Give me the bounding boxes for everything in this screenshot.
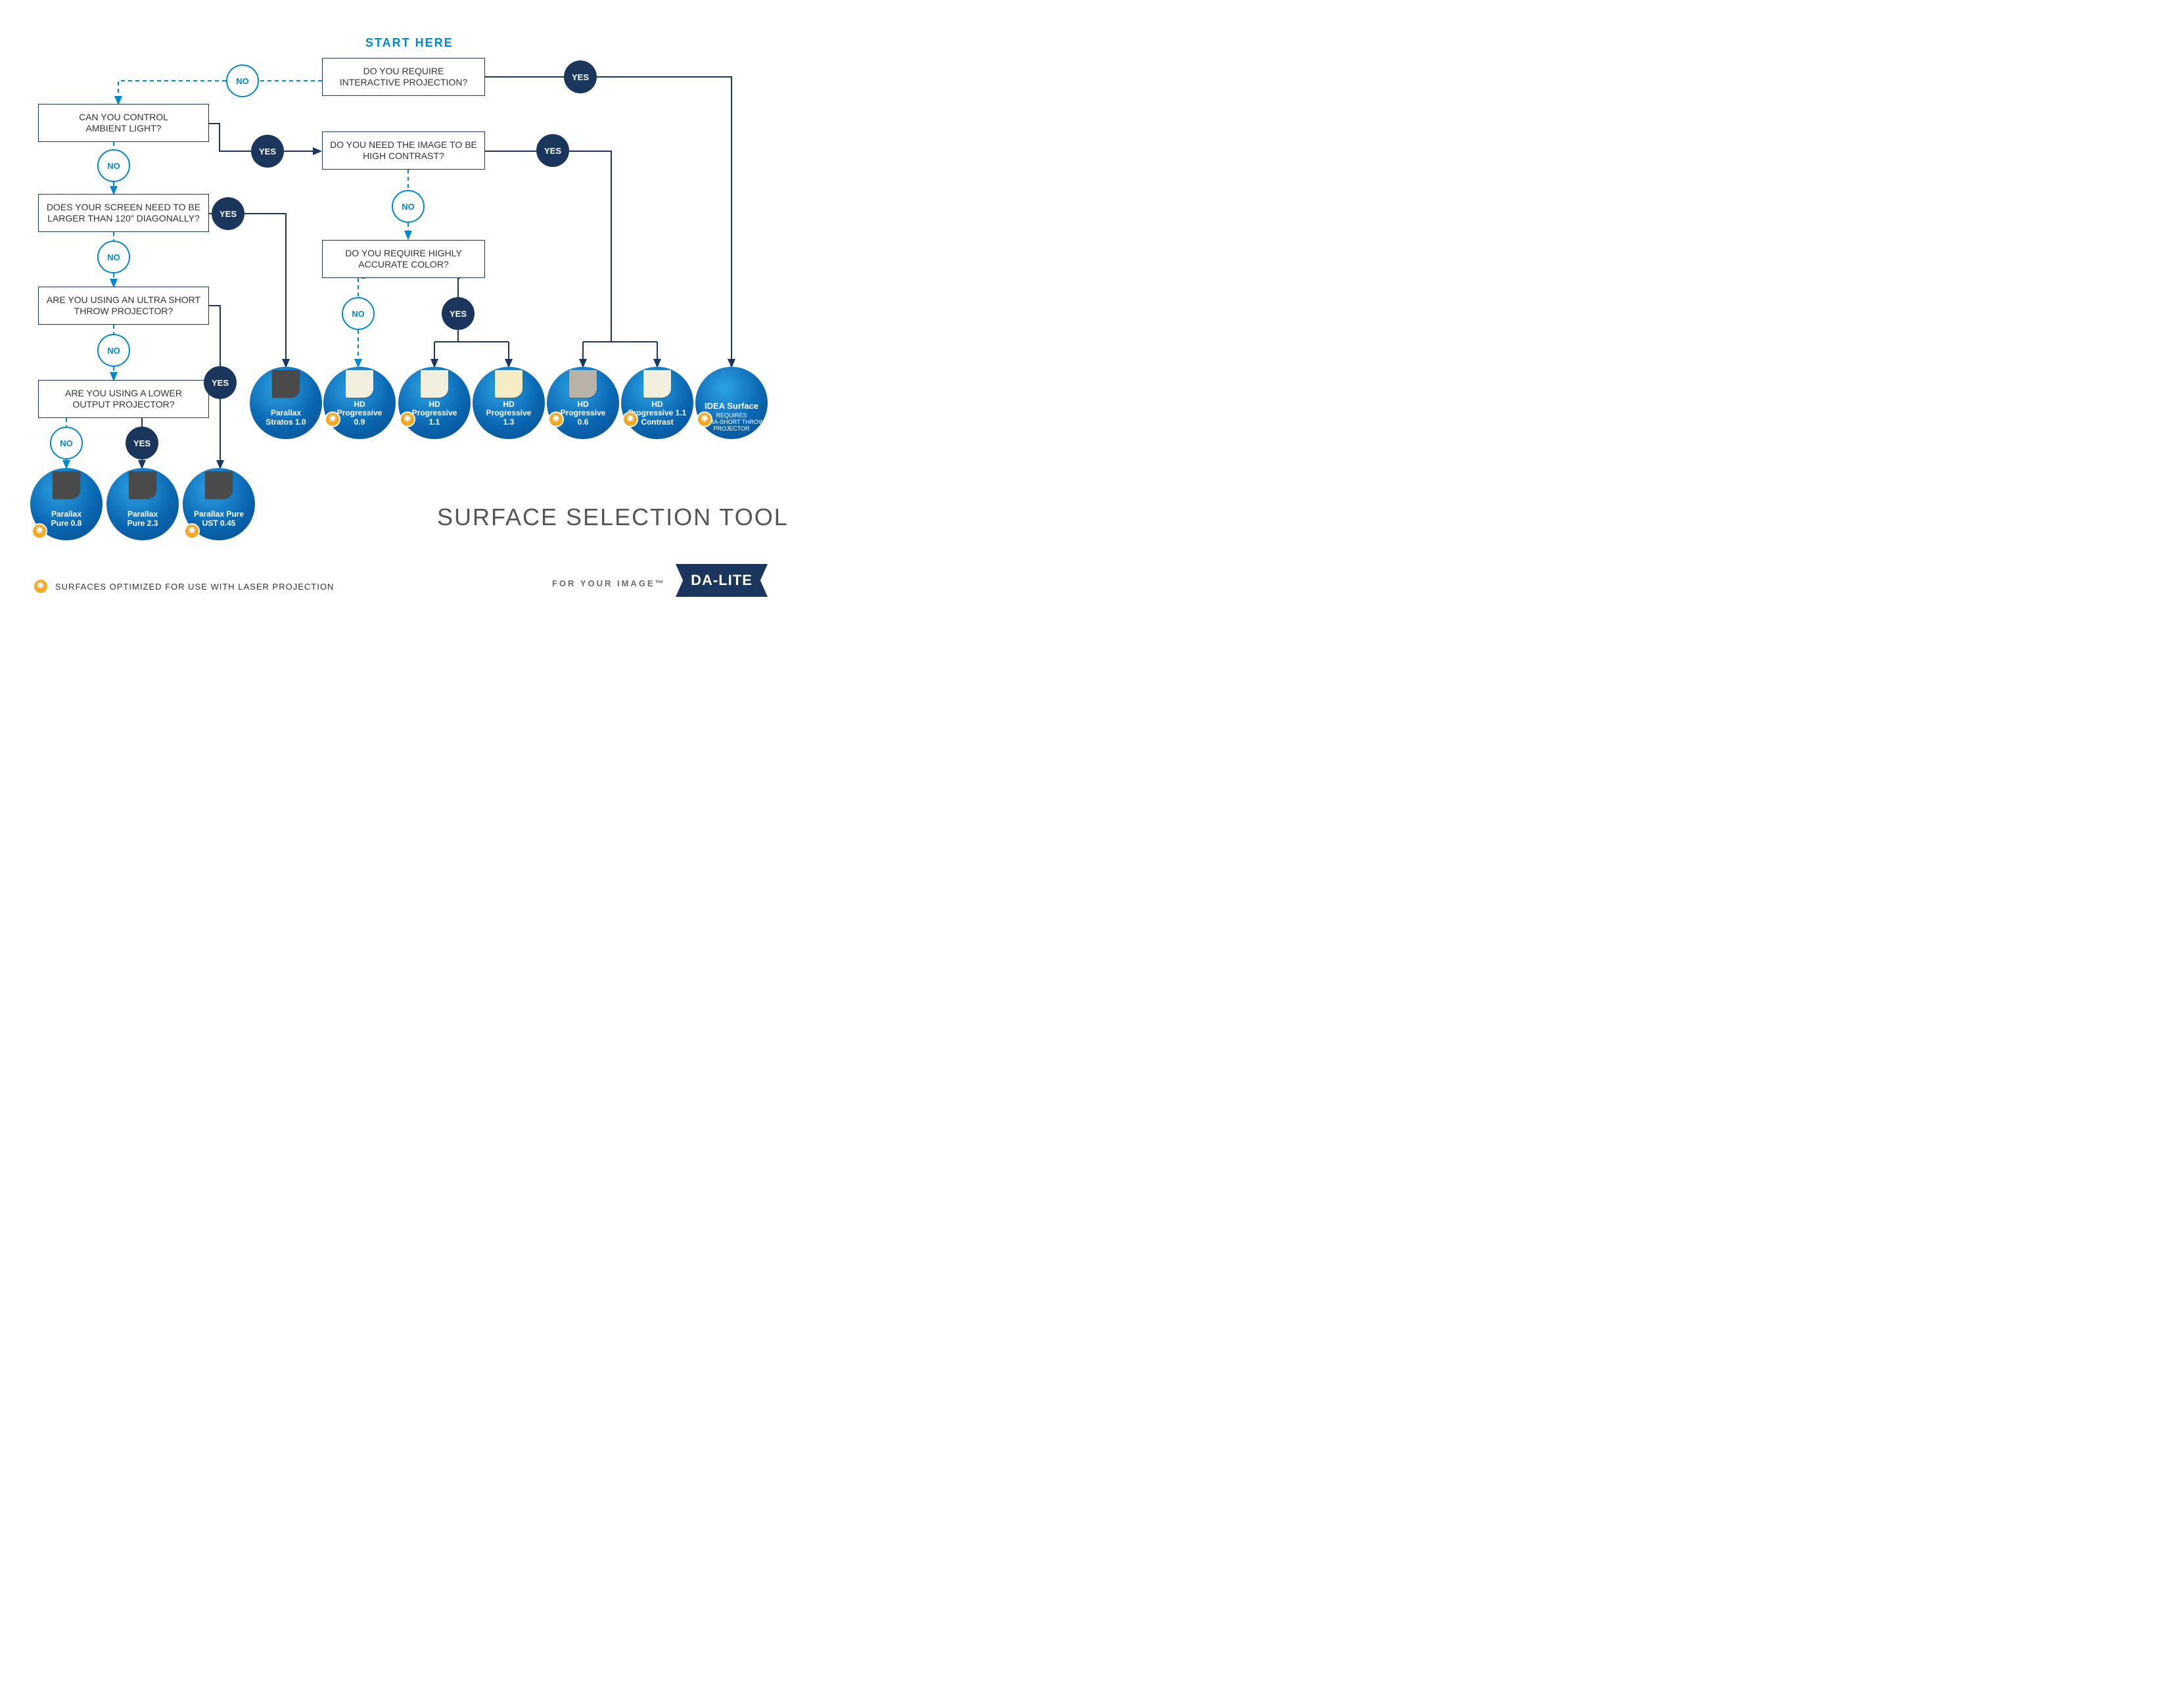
question-ust: ARE YOU USING AN ULTRA SHORT THROW PROJE…	[38, 287, 209, 325]
tagline: FOR YOUR IMAGE™	[552, 578, 666, 588]
result-hd-prog-06-label: HD Progressive 0.6	[561, 400, 606, 427]
pill-contrast-no: NO	[392, 190, 425, 223]
legend-text: SURFACES OPTIMIZED FOR USE WITH LASER PR…	[55, 582, 334, 592]
result-parallax-pure-ust: Parallax Pure UST 0.45	[183, 468, 255, 540]
result-hd-prog-11: HD Progressive 1.1	[398, 367, 471, 439]
question-lowoutput: ARE YOU USING A LOWER OUTPUT PROJECTOR?	[38, 380, 209, 418]
result-hd-prog-09: HD Progressive 0.9	[323, 367, 396, 439]
question-ust-text: ARE YOU USING AN ULTRA SHORT THROW PROJE…	[47, 294, 200, 317]
question-contrast: DO YOU NEED THE IMAGE TO BE HIGH CONTRAS…	[322, 131, 485, 170]
question-lowoutput-text: ARE YOU USING A LOWER OUTPUT PROJECTOR?	[65, 388, 182, 411]
question-color-text: DO YOU REQUIRE HIGHLY ACCURATE COLOR?	[345, 248, 462, 271]
question-interactive-text: DO YOU REQUIRE INTERACTIVE PROJECTION?	[340, 66, 467, 89]
swatch-icon	[129, 471, 156, 499]
result-parallax-pure-23: Parallax Pure 2.3	[106, 468, 179, 540]
result-parallax-stratos: Parallax Stratos 1.0	[250, 367, 322, 439]
laser-star-icon	[32, 523, 47, 539]
question-size120-text: DOES YOUR SCREEN NEED TO BE LARGER THAN …	[47, 202, 200, 225]
question-size120: DOES YOUR SCREEN NEED TO BE LARGER THAN …	[38, 194, 209, 232]
result-parallax-pure-08-label: Parallax Pure 0.8	[51, 510, 82, 528]
result-hd-prog-11-label: HD Progressive 1.1	[412, 400, 457, 427]
question-interactive: DO YOU REQUIRE INTERACTIVE PROJECTION?	[322, 58, 485, 96]
result-hd-prog-06: HD Progressive 0.6	[547, 367, 619, 439]
pill-lowoutput-yes: YES	[126, 427, 158, 459]
laser-star-icon	[33, 578, 49, 594]
result-parallax-pure-08: Parallax Pure 0.8	[30, 468, 103, 540]
pill-interactive-yes: YES	[564, 60, 597, 93]
pill-size120-yes: YES	[212, 197, 244, 230]
question-ambient-text: CAN YOU CONTROL AMBIENT LIGHT?	[79, 112, 168, 135]
result-hd-prog-09-label: HD Progressive 0.9	[337, 400, 383, 427]
question-color: DO YOU REQUIRE HIGHLY ACCURATE COLOR?	[322, 240, 485, 278]
swatch-icon	[346, 370, 373, 398]
result-hd-prog-13: HD Progressive 1.3	[473, 367, 545, 439]
swatch-icon	[53, 471, 80, 499]
result-idea-surface-label: IDEA Surface	[705, 402, 758, 411]
result-hd-prog-11-contrast: HD Progressive 1.1 Contrast	[621, 367, 693, 439]
pill-color-no: NO	[342, 297, 375, 330]
pill-ust-yes: YES	[204, 366, 237, 399]
pill-size120-no: NO	[97, 241, 130, 273]
pill-color-yes: YES	[442, 297, 475, 330]
pill-lowoutput-no: NO	[50, 427, 83, 459]
laser-star-icon	[325, 411, 340, 427]
swatch-icon	[569, 370, 597, 398]
start-here-label: START HERE	[365, 36, 453, 50]
question-contrast-text: DO YOU NEED THE IMAGE TO BE HIGH CONTRAS…	[330, 139, 477, 162]
legend: SURFACES OPTIMIZED FOR USE WITH LASER PR…	[33, 578, 334, 594]
brand-logo: DA-LITE	[676, 564, 768, 597]
laser-star-icon	[184, 523, 200, 539]
swatch-icon	[205, 471, 233, 499]
result-idea-surface: IDEA Surface REQUIRES ULTRA-SHORT THROW …	[695, 367, 768, 439]
pill-contrast-yes: YES	[536, 134, 569, 167]
result-hd-prog-13-label: HD Progressive 1.3	[486, 400, 532, 427]
result-parallax-pure-ust-label: Parallax Pure UST 0.45	[194, 510, 244, 528]
laser-star-icon	[548, 411, 564, 427]
swatch-icon	[272, 370, 300, 398]
result-parallax-pure-23-label: Parallax Pure 2.3	[128, 510, 158, 528]
laser-star-icon	[400, 411, 415, 427]
pill-ambient-no: NO	[97, 149, 130, 182]
pill-interactive-no: NO	[226, 64, 259, 97]
swatch-icon	[421, 370, 448, 398]
laser-star-icon	[697, 411, 712, 427]
page-title: SURFACE SELECTION TOOL	[437, 504, 789, 531]
result-parallax-stratos-label: Parallax Stratos 1.0	[266, 409, 306, 427]
laser-star-icon	[622, 411, 638, 427]
swatch-icon	[643, 370, 671, 398]
swatch-icon	[495, 370, 523, 398]
question-ambient: CAN YOU CONTROL AMBIENT LIGHT?	[38, 104, 209, 142]
pill-ust-no: NO	[97, 334, 130, 367]
pill-ambient-yes: YES	[251, 135, 284, 168]
